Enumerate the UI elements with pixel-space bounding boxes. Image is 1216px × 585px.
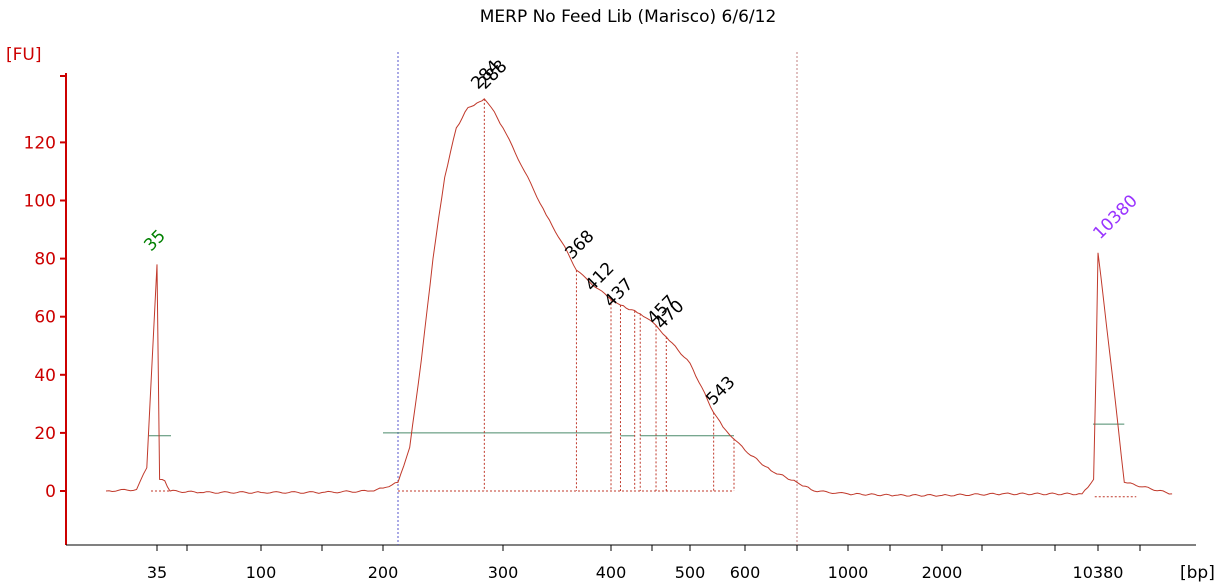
x-tick-label: 2000 bbox=[922, 563, 963, 582]
x-axis-label: [bp] bbox=[1180, 563, 1215, 583]
plot-area: 0 20 40 60 80 100 120 35 100 200 300 400 500 600 1000 2… bbox=[24, 52, 1196, 582]
y-tick-label: 120 bbox=[24, 133, 56, 153]
x-tick-label: 600 bbox=[730, 563, 761, 582]
x-tick-label: 200 bbox=[368, 563, 399, 582]
x-tick-label: 400 bbox=[596, 563, 627, 582]
peak-label: 368 bbox=[561, 226, 598, 263]
trace-line bbox=[105, 98, 1173, 497]
x-tick-label: 500 bbox=[675, 563, 706, 582]
peak-label: 35 bbox=[140, 226, 169, 255]
peak-label: 10380 bbox=[1089, 191, 1141, 243]
peak-label: 543 bbox=[702, 372, 739, 409]
y-tick-label: 20 bbox=[34, 424, 56, 444]
y-tick-label: 40 bbox=[34, 366, 56, 386]
y-tick-label: 80 bbox=[34, 250, 56, 270]
y-tick-label: 100 bbox=[24, 192, 56, 212]
chart-title: MERP No Feed Lib (Marisco) 6/6/12 bbox=[480, 7, 777, 27]
y-tick-label: 60 bbox=[34, 308, 56, 328]
x-tick-label: 300 bbox=[488, 563, 519, 582]
y-tick-label: 0 bbox=[45, 482, 56, 502]
x-tick-label: 1000 bbox=[828, 563, 869, 582]
y-axis-label: [FU] bbox=[6, 45, 42, 65]
x-tick-label: 10380 bbox=[1073, 563, 1124, 582]
x-tick-label: 100 bbox=[246, 563, 277, 582]
x-tick-label: 35 bbox=[147, 563, 167, 582]
